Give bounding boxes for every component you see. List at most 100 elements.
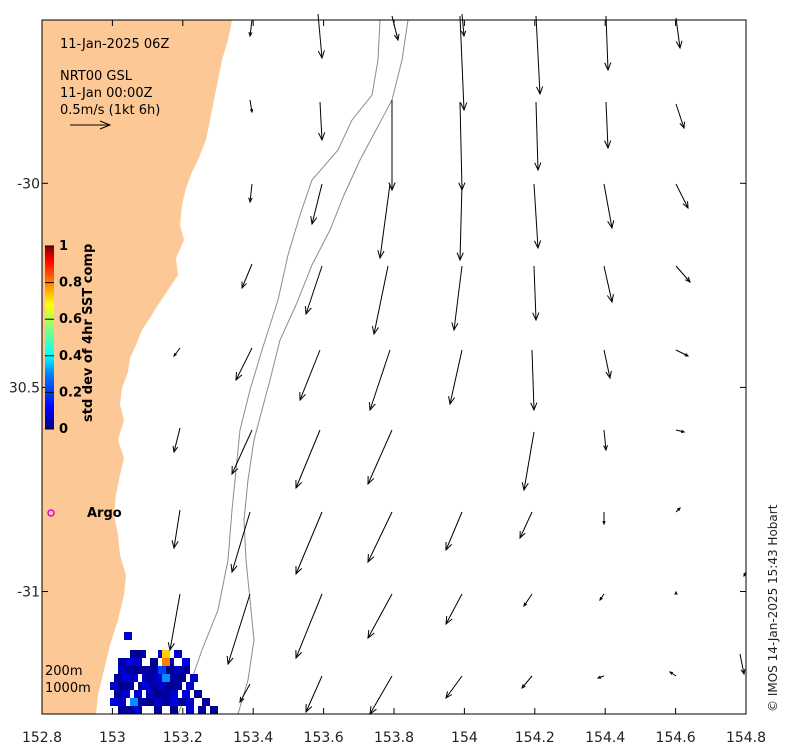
current-arrow bbox=[305, 675, 323, 714]
sst-pixel bbox=[130, 674, 138, 682]
current-arrow bbox=[304, 265, 323, 316]
sst-pixel bbox=[154, 674, 162, 682]
sst-pixel bbox=[134, 658, 142, 666]
sst-pixel bbox=[182, 690, 190, 698]
current-arrow bbox=[675, 429, 686, 433]
current-arrow bbox=[604, 101, 612, 150]
current-arrow bbox=[368, 349, 391, 412]
current-arrow bbox=[739, 653, 746, 676]
current-arrow bbox=[248, 183, 253, 204]
colorbar: 1 0.8 0.6 0.4 0.2 0 std dev of 4hr SST comp bbox=[45, 239, 96, 437]
current-arrow bbox=[604, 15, 612, 72]
current-arrow bbox=[603, 265, 614, 304]
current-arrow bbox=[675, 17, 683, 50]
current-arrow bbox=[173, 347, 181, 358]
current-arrow bbox=[523, 593, 533, 608]
sst-pixel bbox=[134, 706, 142, 714]
sst-pixel bbox=[110, 698, 118, 706]
sst-pixel bbox=[138, 698, 146, 706]
current-arrow bbox=[675, 349, 690, 357]
current-arrows bbox=[167, 13, 747, 716]
current-arrow bbox=[532, 265, 540, 322]
sst-pixel bbox=[118, 682, 126, 690]
sst-pixel bbox=[190, 674, 198, 682]
sst-pixel bbox=[154, 698, 162, 706]
current-arrow bbox=[530, 349, 538, 412]
current-arrow bbox=[675, 265, 691, 283]
sst-pixel bbox=[178, 674, 186, 682]
current-arrow bbox=[377, 183, 391, 260]
y-tick-label: -31 bbox=[17, 585, 40, 601]
current-arrow bbox=[367, 511, 393, 564]
current-arrow bbox=[448, 349, 463, 406]
x-axis-labels: 152.8 153 153.2 153.4 153.6 153.8 154 154.2 154.… bbox=[22, 730, 766, 746]
sst-pixel bbox=[150, 666, 158, 674]
current-arrow bbox=[295, 593, 323, 660]
land-area bbox=[42, 20, 232, 714]
current-arrow bbox=[171, 509, 181, 550]
sst-pixel bbox=[118, 658, 126, 666]
sst-pixel bbox=[162, 698, 170, 706]
sst-pixel bbox=[182, 658, 190, 666]
current-arrow bbox=[456, 183, 464, 262]
sst-pixel bbox=[142, 666, 150, 674]
colorbar-title: std dev of 4hr SST comp bbox=[81, 244, 96, 422]
sst-pixel bbox=[174, 682, 182, 690]
sst-pixel bbox=[126, 706, 134, 714]
sst-pixel bbox=[134, 666, 142, 674]
sst-pixel bbox=[186, 682, 194, 690]
x-tick-label: 153 bbox=[99, 730, 126, 746]
current-arrow bbox=[459, 15, 468, 112]
sst-pixel bbox=[170, 674, 178, 682]
current-arrow bbox=[668, 671, 677, 677]
current-arrow bbox=[167, 593, 181, 652]
sst-pixel bbox=[174, 666, 182, 674]
argo-marker[interactable] bbox=[47, 509, 55, 517]
current-arrow bbox=[521, 675, 533, 689]
x-tick-label: 152.8 bbox=[22, 730, 62, 746]
frame-ticks bbox=[41, 20, 747, 714]
current-arrow bbox=[371, 265, 389, 336]
current-arrow bbox=[519, 511, 533, 540]
current-arrow bbox=[445, 675, 463, 700]
y-axis-labels: -30 30.5 -31 bbox=[9, 176, 40, 600]
sst-pixel bbox=[118, 666, 126, 674]
sst-pixel bbox=[134, 690, 142, 698]
current-arrow bbox=[445, 511, 463, 552]
current-arrow bbox=[458, 101, 466, 192]
current-arrow bbox=[460, 13, 467, 38]
current-arrow bbox=[295, 511, 323, 576]
current-time: 11-Jan 00:00Z bbox=[60, 86, 153, 101]
x-tick-label: 154.8 bbox=[726, 730, 766, 746]
current-arrow bbox=[602, 512, 606, 526]
sst-pixels bbox=[110, 632, 218, 714]
sst-pixel bbox=[150, 658, 158, 666]
current-arrow bbox=[367, 429, 393, 486]
sst-pixel bbox=[118, 698, 126, 706]
current-arrow bbox=[226, 593, 251, 666]
current-arrow bbox=[603, 183, 615, 230]
sst-pixel bbox=[154, 706, 162, 714]
current-arrow bbox=[239, 683, 251, 704]
current-arrow bbox=[521, 431, 535, 492]
current-arrow bbox=[248, 19, 253, 38]
current-arrow bbox=[599, 593, 605, 602]
x-tick-label: 153.8 bbox=[374, 730, 414, 746]
sst-pixel bbox=[198, 706, 206, 714]
current-arrow bbox=[603, 349, 612, 380]
sst-pixel bbox=[122, 674, 130, 682]
sst-pixel bbox=[162, 658, 170, 666]
sst-pixel bbox=[146, 674, 154, 682]
sst-pixel bbox=[142, 682, 150, 690]
sst-pixel bbox=[202, 698, 210, 706]
colorbar-tick-label: 0.2 bbox=[59, 385, 82, 400]
sst-pixel bbox=[122, 690, 130, 698]
x-tick-label: 154 bbox=[451, 730, 478, 746]
sst-pixel bbox=[138, 650, 146, 658]
colorbar-tick-label: 0.6 bbox=[59, 312, 82, 327]
sst-pixel bbox=[186, 706, 194, 714]
sst-pixel bbox=[146, 698, 154, 706]
sst-pixel bbox=[166, 682, 174, 690]
current-arrow bbox=[675, 507, 681, 513]
sst-pixel bbox=[194, 690, 202, 698]
